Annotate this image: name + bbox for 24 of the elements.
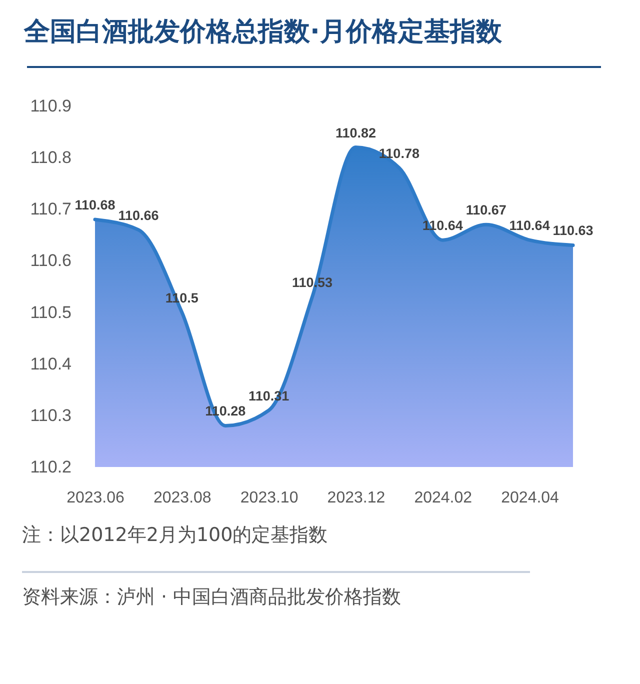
data-label: 110.82 [335, 125, 376, 140]
data-label: 110.68 [74, 197, 116, 212]
x-tick-label: 2023.10 [240, 490, 298, 506]
data-label: 110.78 [378, 146, 420, 161]
y-tick-label: 110.4 [30, 354, 72, 374]
x-tick-label: 2023.06 [66, 490, 125, 506]
text: 注：以2012年2月为100的定基指数 [22, 523, 328, 548]
y-tick-label: 110.9 [30, 96, 72, 116]
text: 资料来源：泸州 · 中国白酒商品批发价格指数 [22, 585, 402, 610]
chart-title: 全国白酒批发价格总指数·月价格定基指数 [24, 16, 502, 49]
y-tick-label: 110.8 [30, 148, 72, 168]
data-label: 110.66 [118, 208, 160, 223]
x-tick-label: 2023.08 [153, 490, 212, 506]
x-tick-label: 2024.02 [414, 490, 472, 506]
data-label: 110.67 [466, 202, 506, 218]
x-tick-label: 2024.04 [501, 490, 560, 506]
data-label: 110.63 [552, 223, 594, 238]
y-tick-label: 110.5 [30, 302, 72, 322]
y-tick-label: 110.3 [30, 406, 72, 425]
data-label: 110.64 [509, 218, 550, 234]
y-tick-label: 110.7 [30, 200, 72, 219]
x-tick-label: 2023.12 [327, 490, 386, 506]
y-tick-label: 110.6 [30, 251, 72, 270]
y-tick-label: 110.2 [30, 458, 72, 476]
